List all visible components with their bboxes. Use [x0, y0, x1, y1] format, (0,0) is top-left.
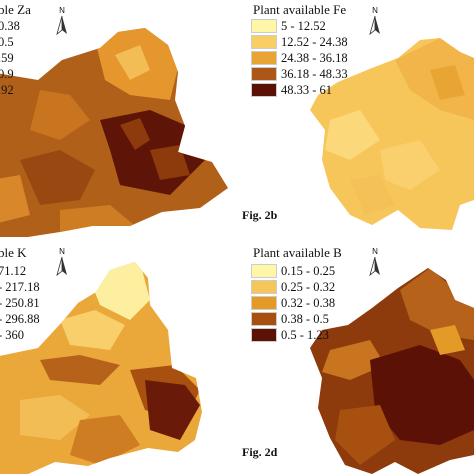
legend-label: .59 — [0, 50, 14, 65]
legend-item: 5 - 12.52 — [251, 18, 348, 34]
legend: 5 - 12.52 12.52 - 24.38 24.38 - 36.18 36… — [251, 18, 348, 98]
legend-label: 0.5 — [0, 34, 14, 49]
legend: 0.38 0.5 .59 0.9 .92 — [0, 18, 20, 98]
legend-label: 5 - 12.52 — [281, 18, 326, 33]
iron-map — [310, 38, 474, 230]
legend-label: - 360 — [0, 327, 25, 342]
legend-label: 36.18 - 48.33 — [281, 66, 348, 81]
legend-item: 0.25 - 0.32 — [251, 279, 335, 295]
legend-item: 12.52 - 24.38 — [251, 34, 348, 50]
legend-label: 48.33 - 61 — [281, 82, 333, 97]
panel-zinc-map: ble Za 0.38 0.5 .59 0.9 .92 N — [0, 0, 237, 237]
legend-label: 0.38 — [0, 18, 20, 33]
legend-label: 71.12 — [0, 263, 27, 278]
boron-map — [310, 268, 474, 474]
potassium-map — [0, 262, 202, 474]
panel-iron-map: Plant available Fe 5 - 12.52 12.52 - 24.… — [237, 0, 474, 237]
legend-swatch — [251, 67, 277, 81]
legend-swatch — [251, 19, 277, 33]
legend-swatch — [251, 328, 277, 342]
legend-item: 0.5 — [0, 34, 20, 50]
legend-label: 0.9 — [0, 66, 14, 81]
legend-label: - 217.18 — [0, 279, 40, 294]
north-arrow-icon: N — [55, 247, 69, 279]
legend-item: 0.9 — [0, 66, 20, 82]
legend-swatch — [251, 83, 277, 97]
legend-item: 0.32 - 0.38 — [251, 295, 335, 311]
legend-label: 24.38 - 36.18 — [281, 50, 348, 65]
legend-swatch — [251, 280, 277, 294]
legend-label: 12.52 - 24.38 — [281, 34, 348, 49]
legend-label: 0.38 - 0.5 — [281, 311, 329, 326]
legend-label: - 296.88 — [0, 311, 40, 326]
zinc-map — [0, 28, 228, 237]
legend-item: 24.38 - 36.18 — [251, 50, 348, 66]
legend: 71.12 - 217.18 - 250.81 - 296.88 - 360 — [0, 263, 40, 343]
legend: 0.15 - 0.25 0.25 - 0.32 0.32 - 0.38 0.38… — [251, 263, 335, 343]
panel-potassium-map: ble K 71.12 - 217.18 - 250.81 - 296.88 -… — [0, 237, 237, 474]
legend-item: - 250.81 — [0, 295, 40, 311]
legend-swatch — [251, 296, 277, 310]
legend-label: .92 — [0, 82, 14, 97]
legend-item: - 217.18 — [0, 279, 40, 295]
north-arrow-icon: N — [55, 6, 69, 38]
legend-swatch — [251, 35, 277, 49]
legend-item: .92 — [0, 82, 20, 98]
legend-item: 36.18 - 48.33 — [251, 66, 348, 82]
legend-item: - 296.88 — [0, 311, 40, 327]
legend-title: Plant available B — [253, 245, 342, 260]
legend-swatch — [251, 264, 277, 278]
legend-item: .59 — [0, 50, 20, 66]
figure-label: Fig. 2d — [242, 445, 278, 459]
legend-title: ble Za — [0, 2, 31, 17]
legend-item: - 360 — [0, 327, 40, 343]
legend-item: 71.12 — [0, 263, 40, 279]
legend-item: 0.38 — [0, 18, 20, 34]
figure-label: Fig. 2b — [242, 208, 278, 222]
legend-item: 0.38 - 0.5 — [251, 311, 335, 327]
legend-label: 0.15 - 0.25 — [281, 263, 336, 278]
legend-label: 0.32 - 0.38 — [281, 295, 336, 310]
legend-swatch — [251, 312, 277, 326]
panel-boron-map: Plant available B 0.15 - 0.25 0.25 - 0.3… — [237, 237, 474, 474]
legend-item: 0.15 - 0.25 — [251, 263, 335, 279]
legend-title: ble K — [0, 245, 27, 260]
north-arrow-icon: N — [368, 247, 382, 279]
legend-item: 0.5 - 1.23 — [251, 327, 335, 343]
north-arrow-icon: N — [368, 6, 382, 38]
legend-swatch — [251, 51, 277, 65]
legend-label: 0.5 - 1.23 — [281, 327, 329, 342]
legend-item: 48.33 - 61 — [251, 82, 348, 98]
legend-label: - 250.81 — [0, 295, 40, 310]
legend-title: Plant available Fe — [253, 2, 347, 17]
legend-label: 0.25 - 0.32 — [281, 279, 336, 294]
